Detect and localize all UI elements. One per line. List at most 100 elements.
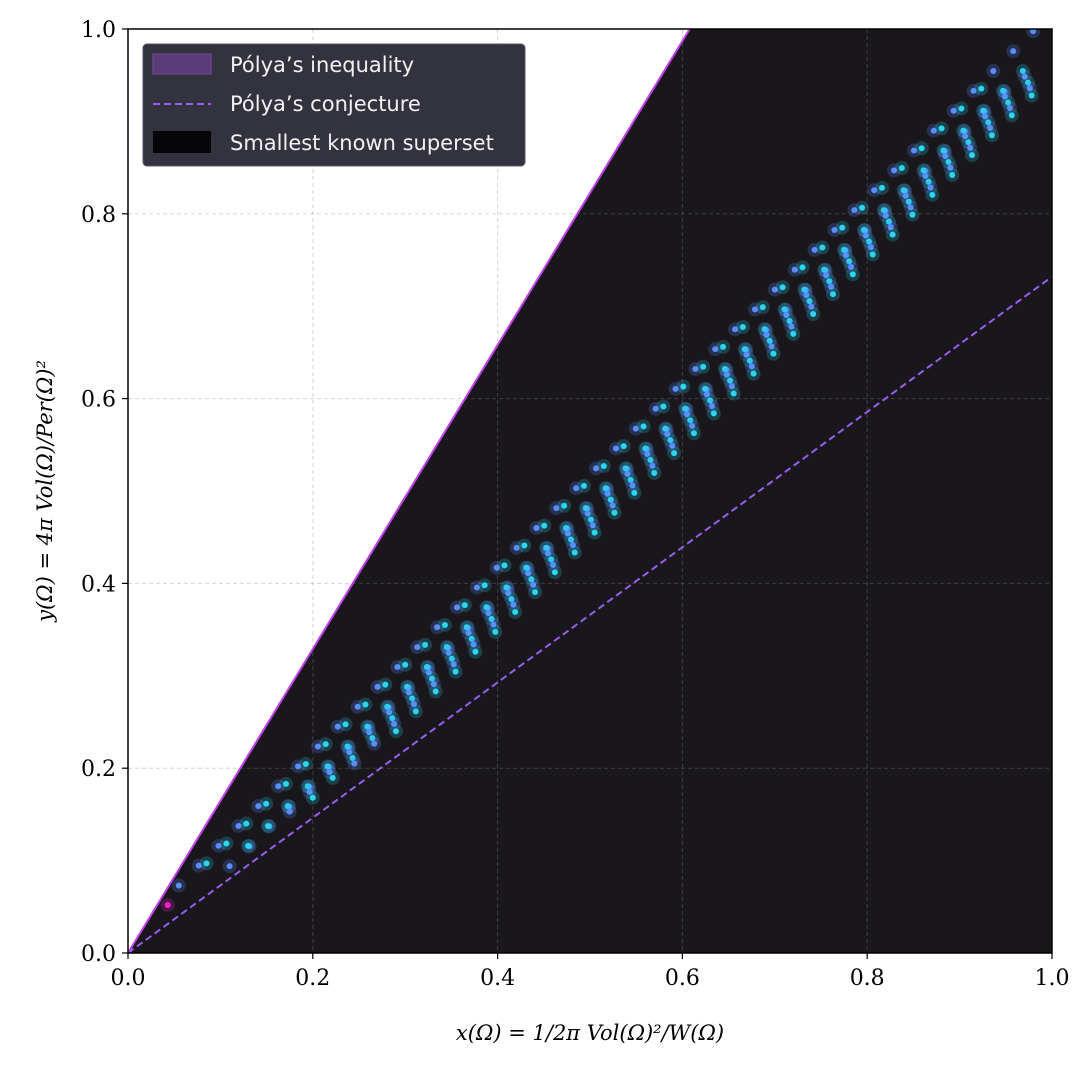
data-point <box>682 405 689 412</box>
data-point <box>463 624 470 631</box>
data-point <box>562 524 569 531</box>
data-point <box>334 723 341 730</box>
data-point <box>987 124 994 131</box>
data-point <box>587 516 594 523</box>
data-point <box>684 411 691 418</box>
x-tick-label: 1.0 <box>1035 966 1070 991</box>
data-point <box>803 292 810 299</box>
data-point <box>988 132 995 139</box>
data-point <box>362 701 369 708</box>
data-point <box>627 476 634 483</box>
data-point <box>726 377 733 384</box>
data-point <box>434 624 441 631</box>
legend: Pólya’s inequality Pólya’s conjecture Sm… <box>142 43 526 167</box>
data-point <box>245 842 252 849</box>
data-point <box>612 445 619 452</box>
data-point <box>640 423 647 430</box>
data-point <box>604 490 611 497</box>
data-point <box>326 768 333 775</box>
data-point <box>243 820 250 827</box>
data-point <box>1006 105 1013 112</box>
data-point <box>649 462 656 469</box>
data-point <box>982 113 989 120</box>
legend-swatch-superset <box>153 131 211 153</box>
data-point <box>689 422 696 429</box>
data-point <box>488 615 495 622</box>
data-point <box>346 749 353 756</box>
x-tick-label: 0.8 <box>850 966 885 991</box>
data-point <box>770 350 777 357</box>
data-point <box>445 649 452 656</box>
data-point <box>620 443 627 450</box>
data-point <box>667 437 674 444</box>
data-point <box>344 743 351 750</box>
data-point <box>819 244 826 251</box>
data-point <box>1026 85 1033 92</box>
data-point <box>990 68 997 75</box>
data-point <box>1000 87 1007 94</box>
data-point <box>967 144 974 151</box>
data-point <box>687 417 694 424</box>
data-point <box>530 581 537 588</box>
data-point <box>384 703 391 710</box>
data-point <box>821 266 828 273</box>
data-point <box>512 609 519 616</box>
data-point <box>791 266 798 273</box>
data-point <box>647 457 654 464</box>
data-point <box>761 326 768 333</box>
data-point <box>922 172 929 179</box>
data-point <box>826 278 833 285</box>
data-point <box>680 383 687 390</box>
data-point <box>503 584 510 591</box>
data-point <box>830 291 837 298</box>
data-point <box>878 184 885 191</box>
data-point <box>226 863 233 870</box>
data-point <box>443 644 450 651</box>
data-point <box>386 709 393 716</box>
data-point <box>582 505 589 512</box>
data-point <box>255 803 262 810</box>
data-point <box>551 569 558 576</box>
data-point <box>569 542 576 549</box>
data-point <box>629 482 636 489</box>
data-point <box>703 391 710 398</box>
data-point <box>723 371 730 378</box>
data-point <box>452 668 459 675</box>
legend-swatch-polya-inequality <box>152 53 212 75</box>
data-point <box>591 529 598 536</box>
data-point <box>846 258 853 265</box>
data-point <box>441 621 448 628</box>
data-point <box>322 741 329 748</box>
data-point <box>763 331 770 338</box>
data-point <box>374 683 381 690</box>
data-point <box>584 510 591 517</box>
data-point <box>505 590 512 597</box>
data-point <box>263 800 270 807</box>
data-point <box>811 246 818 253</box>
data-point <box>448 655 455 662</box>
data-point <box>660 403 667 410</box>
data-point <box>889 231 896 238</box>
data-point <box>781 306 788 313</box>
data-point <box>622 465 629 472</box>
data-point <box>958 105 965 112</box>
data-point <box>970 87 977 94</box>
data-point <box>712 346 719 353</box>
data-point <box>1019 68 1026 75</box>
data-point <box>203 860 210 867</box>
data-point <box>553 505 560 512</box>
data-point <box>669 442 676 449</box>
data-point <box>371 740 378 747</box>
data-point <box>871 187 878 194</box>
x-tick-label: 0.6 <box>665 966 700 991</box>
data-point <box>786 317 793 324</box>
data-point <box>493 564 500 571</box>
data-point <box>624 470 631 477</box>
data-point <box>195 862 202 869</box>
data-point <box>788 323 795 330</box>
data-point <box>490 621 497 628</box>
data-point <box>743 351 750 358</box>
data-point <box>720 343 727 350</box>
data-point <box>394 664 401 671</box>
data-point <box>501 562 508 569</box>
